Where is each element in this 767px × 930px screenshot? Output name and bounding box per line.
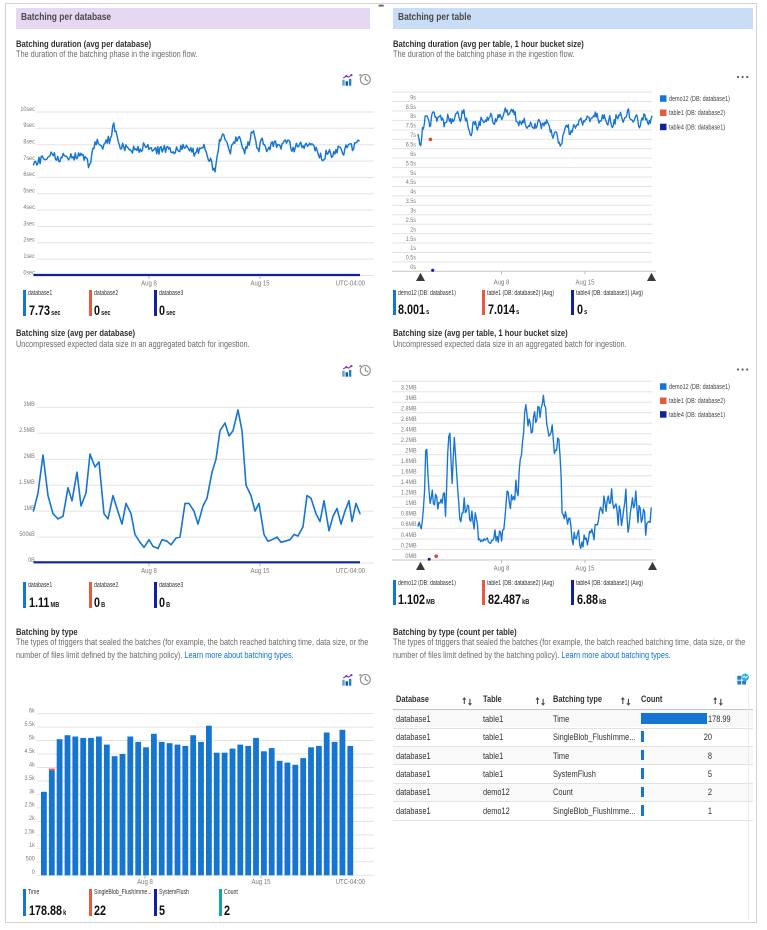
svg-text:9sec: 9sec [23,122,34,130]
svg-text:8sec: 8sec [23,138,34,146]
svg-text:3.5k: 3.5k [25,774,36,782]
svg-text:2s: 2s [410,226,416,234]
svg-text:Aug 15: Aug 15 [252,878,271,886]
svg-text:0MB: 0MB [405,552,416,560]
svg-text:500kB: 500kB [19,530,34,538]
svg-text:2.5s: 2.5s [406,216,416,224]
svg-text:0.2MB: 0.2MB [401,542,417,550]
svg-text:table1 (DB: database2): table1 (DB: database2) [669,110,725,118]
svg-text:2.6MB: 2.6MB [401,416,417,424]
svg-text:7.5s: 7.5s [406,122,416,130]
svg-text:Aug 15: Aug 15 [251,280,270,288]
svg-text:table1 (DB: database2): table1 (DB: database2) [669,398,725,406]
svg-text:1.4MB: 1.4MB [401,479,417,487]
svg-text:UTC-04:00: UTC-04:00 [336,280,366,288]
svg-text:0B: 0B [28,556,35,564]
svg-text:demo12 (DB: database1): demo12 (DB: database1) [669,95,730,103]
svg-text:5k: 5k [29,734,36,742]
svg-text:6k: 6k [29,707,36,715]
svg-text:2sec: 2sec [23,236,34,244]
svg-text:3MB: 3MB [24,401,35,409]
svg-text:UTC-04:00: UTC-04:00 [336,878,366,886]
svg-text:7s: 7s [410,132,416,140]
svg-text:6.5s: 6.5s [406,141,416,149]
svg-text:Aug 8: Aug 8 [494,279,510,287]
svg-text:3.2MB: 3.2MB [401,384,417,392]
svg-text:0.6MB: 0.6MB [401,521,417,529]
svg-text:4s: 4s [410,188,416,196]
svg-text:3s: 3s [410,207,416,215]
svg-text:5sec: 5sec [23,187,34,195]
svg-text:3MB: 3MB [405,394,416,402]
svg-text:demo12 (DB: database1): demo12 (DB: database1) [669,383,730,391]
svg-text:10sec: 10sec [20,105,34,113]
svg-text:2.4MB: 2.4MB [401,426,417,434]
svg-text:2.5MB: 2.5MB [19,427,35,435]
svg-text:0: 0 [32,869,36,877]
svg-text:4.5s: 4.5s [406,179,416,187]
svg-text:1.6MB: 1.6MB [401,468,417,476]
svg-text:Aug 15: Aug 15 [251,567,270,575]
svg-text:1k: 1k [29,842,36,850]
svg-text:1MB: 1MB [24,504,35,512]
svg-text:4k: 4k [29,761,36,769]
svg-text:6s: 6s [410,150,416,158]
svg-text:3.5s: 3.5s [406,198,416,206]
svg-text:0.8MB: 0.8MB [401,510,417,518]
svg-text:9s: 9s [410,94,416,102]
svg-text:1MB: 1MB [405,500,416,508]
svg-text:1s: 1s [410,245,416,253]
svg-text:2k: 2k [29,815,36,823]
svg-text:1.2MB: 1.2MB [401,489,417,497]
svg-text:0.5s: 0.5s [406,254,416,262]
svg-text:Aug 15: Aug 15 [576,565,595,573]
svg-text:0sec: 0sec [23,269,34,277]
svg-text:1.5MB: 1.5MB [19,478,35,486]
svg-text:7sec: 7sec [23,154,34,162]
svg-text:2MB: 2MB [24,453,35,461]
svg-text:1.8MB: 1.8MB [401,458,417,466]
svg-text:6sec: 6sec [23,171,34,179]
svg-text:8.5s: 8.5s [406,103,416,111]
svg-text:4sec: 4sec [23,203,34,211]
svg-text:4.5k: 4.5k [25,747,36,755]
svg-text:3sec: 3sec [23,220,34,228]
svg-text:2.5k: 2.5k [25,801,36,809]
svg-text:table4 (DB: database1): table4 (DB: database1) [669,411,725,419]
svg-text:Aug 8: Aug 8 [137,878,153,886]
svg-text:table4 (DB: database1): table4 (DB: database1) [669,124,725,132]
svg-text:1sec: 1sec [23,252,34,260]
svg-text:Aug 8: Aug 8 [494,565,510,573]
svg-text:UTC-04:00: UTC-04:00 [336,567,366,575]
svg-text:5.5s: 5.5s [406,160,416,168]
svg-text:Aug 8: Aug 8 [141,567,157,575]
svg-text:1.5k: 1.5k [25,828,36,836]
svg-text:8s: 8s [410,113,416,121]
svg-text:5.5k: 5.5k [25,720,36,728]
svg-text:Aug 8: Aug 8 [141,280,157,288]
svg-text:500: 500 [26,855,36,863]
svg-text:2.2MB: 2.2MB [401,437,417,445]
svg-text:3k: 3k [29,788,36,796]
svg-text:5s: 5s [410,169,416,177]
svg-text:0.4MB: 0.4MB [401,531,417,539]
svg-text:2MB: 2MB [405,447,416,455]
svg-text:0s: 0s [410,264,416,272]
svg-text:1.5s: 1.5s [406,235,416,243]
svg-text:2.8MB: 2.8MB [401,405,417,413]
svg-text:Aug 15: Aug 15 [576,279,595,287]
